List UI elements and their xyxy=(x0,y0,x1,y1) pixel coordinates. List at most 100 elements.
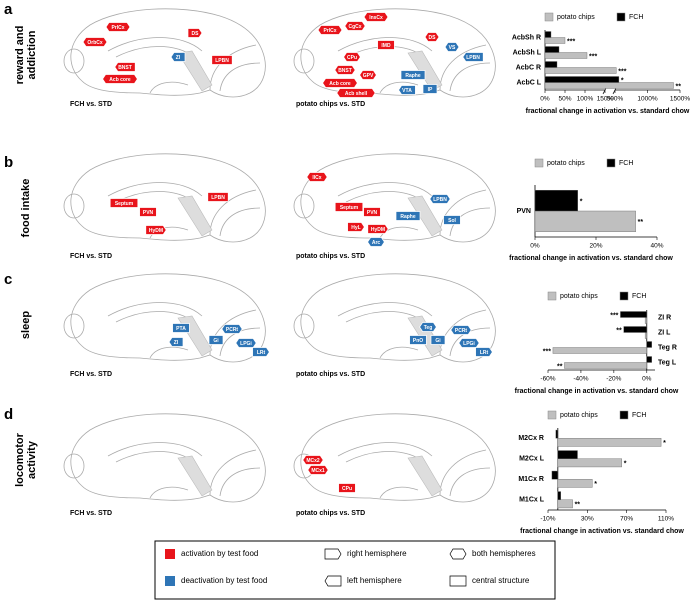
region-label: LPBN xyxy=(211,195,225,201)
brain-region xyxy=(398,85,416,95)
bar xyxy=(644,317,647,324)
region-label: PCRt xyxy=(455,328,468,334)
bar xyxy=(544,37,566,44)
brain-region xyxy=(359,70,377,80)
legend-label: potato chips xyxy=(547,160,585,167)
bar xyxy=(557,491,561,500)
panel-letter: c xyxy=(4,271,12,288)
legend-icon xyxy=(324,575,342,587)
panel-letter: d xyxy=(4,406,13,423)
x-tick-label: -40% xyxy=(573,376,588,383)
region-label: MCx1 xyxy=(311,468,325,474)
brain-region xyxy=(444,42,460,52)
significance-label: *** xyxy=(618,68,626,75)
region-label: CPu xyxy=(347,55,357,61)
legend-swatch xyxy=(616,12,626,22)
legend-label: left hemisphere xyxy=(347,576,402,585)
region-label: Acb core xyxy=(329,81,351,87)
x-tick-label: 1000% xyxy=(637,96,657,103)
x-tick-label: 70% xyxy=(620,516,633,523)
region-label: DS xyxy=(429,35,437,41)
legend-swatch xyxy=(534,158,544,168)
row-title: food intake xyxy=(20,179,32,238)
x-tick-label: 30% xyxy=(581,516,594,523)
brain-region xyxy=(475,347,493,357)
brain-region xyxy=(419,322,437,332)
legend-icon xyxy=(324,548,342,560)
region-label: Raphe xyxy=(400,214,416,220)
bar xyxy=(557,479,593,488)
significance-label: * xyxy=(621,77,624,84)
x-tick-label: 50% xyxy=(558,96,571,103)
row-title: addiction xyxy=(26,30,38,79)
region-label: HyL xyxy=(351,225,360,231)
region-label: HyDM xyxy=(371,227,385,233)
legend-swatch xyxy=(165,576,175,586)
bar xyxy=(555,429,559,439)
x-axis-label: fractional change in activation vs. stan… xyxy=(509,255,673,262)
brain-region xyxy=(172,323,190,333)
bar xyxy=(552,347,647,354)
region-label: CPu xyxy=(342,486,352,492)
brain-region xyxy=(395,211,421,221)
brain-region xyxy=(102,74,138,84)
x-tick-label: -10% xyxy=(540,516,555,523)
category-label: AcbC L xyxy=(517,79,542,86)
brain-region xyxy=(400,70,426,80)
region-label: LRt xyxy=(480,350,489,356)
brain-region xyxy=(105,22,131,32)
bar xyxy=(644,332,647,339)
region-label: ZI xyxy=(174,340,179,346)
significance-label: ** xyxy=(638,219,644,226)
category-label: M2Cx R xyxy=(518,435,544,442)
region-label: Sol xyxy=(448,218,456,224)
legend-swatch xyxy=(619,291,629,301)
x-tick-label: 40% xyxy=(650,243,663,250)
region-label: IMD xyxy=(381,43,391,49)
significance-label: *** xyxy=(589,53,597,60)
significance-label: ** xyxy=(616,327,622,334)
legend-swatch xyxy=(165,549,175,559)
brain-region xyxy=(139,207,157,217)
brain-region xyxy=(344,21,366,31)
bar xyxy=(544,67,617,74)
region-label: PCRt xyxy=(226,327,239,333)
brain-caption: FCH vs. STD xyxy=(70,101,112,108)
x-axis-label: fractional change in activation vs. stan… xyxy=(526,108,690,115)
brain-region xyxy=(221,324,243,334)
bar xyxy=(557,499,573,509)
region-label: VTA xyxy=(402,88,412,94)
brain-caption: FCH vs. STD xyxy=(70,371,112,378)
region-label: BNST xyxy=(118,65,132,71)
brain-region xyxy=(363,207,381,217)
region-label: Septum xyxy=(340,205,359,211)
significance-label: * xyxy=(624,461,627,468)
row-title: sleep xyxy=(20,311,32,339)
row-title: locomotor xyxy=(14,432,26,486)
brain-region xyxy=(211,55,233,65)
brain-region xyxy=(450,325,472,335)
significance-label: ** xyxy=(575,502,581,509)
region-label: VS xyxy=(449,45,456,51)
region-label: Gi xyxy=(435,338,441,344)
legend-swatch xyxy=(547,291,557,301)
bar xyxy=(623,326,647,333)
x-tick-label: 150% xyxy=(597,96,614,103)
brain-outline xyxy=(63,8,266,98)
brain-region xyxy=(145,225,167,235)
region-label: Gi xyxy=(213,338,219,344)
region-label: PrlCx xyxy=(111,25,124,31)
legend-icon xyxy=(449,575,467,587)
x-tick-label: 100% xyxy=(577,96,594,103)
legend-label: FCH xyxy=(619,160,633,167)
brain-region xyxy=(307,465,329,475)
x-tick-label: 500% xyxy=(607,96,624,103)
bar xyxy=(564,362,647,369)
brain-region xyxy=(343,52,361,62)
region-label: PTA xyxy=(176,326,186,332)
legend-swatch xyxy=(547,410,557,420)
significance-label: *** xyxy=(610,312,618,319)
region-label: OrbCx xyxy=(87,40,103,46)
legend-box xyxy=(154,540,556,600)
bar xyxy=(544,61,558,68)
